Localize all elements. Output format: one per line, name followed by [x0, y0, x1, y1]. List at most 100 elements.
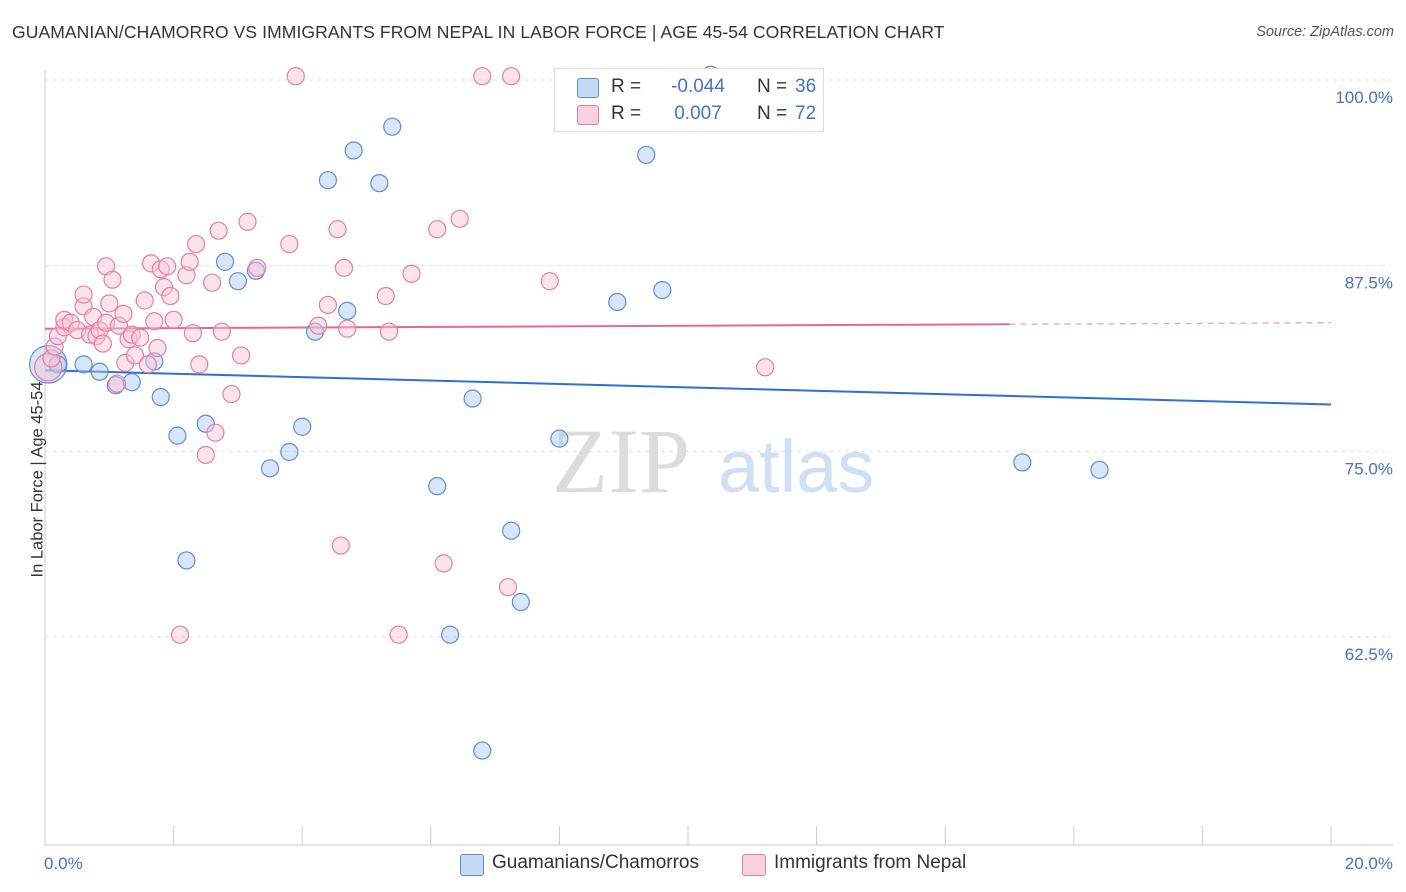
point-nepal [145, 312, 164, 331]
y-tick-label: 75.0% [1345, 459, 1393, 478]
point-nepal [190, 355, 209, 374]
point-nepal [183, 324, 202, 343]
point-guamanians [151, 387, 170, 407]
y-tick-label: 62.5% [1345, 645, 1393, 664]
point-guamanians [463, 389, 482, 408]
point-nepal [334, 258, 354, 277]
legend-swatch-blue [577, 78, 599, 98]
point-nepal [309, 316, 328, 335]
x-tick-label: 0.0% [44, 854, 83, 873]
point-nepal [80, 325, 100, 344]
point-nepal [238, 212, 257, 231]
bottom-legend-label: Immigrants from Nepal [774, 852, 967, 873]
point-nepal [100, 294, 119, 313]
point-guamanians [637, 145, 656, 165]
legend-r-label: R = [611, 76, 642, 97]
trend-line-nepal-extension [1009, 322, 1332, 325]
point-nepal [434, 554, 453, 573]
point-nepal [103, 270, 122, 289]
x-tick-label: 20.0% [1345, 854, 1393, 873]
trend-line-nepal [44, 323, 1010, 330]
point-guamanians [74, 355, 93, 374]
trend-line-guamanians [44, 369, 1332, 406]
point-guamanians [260, 459, 280, 478]
point-nepal [318, 295, 338, 315]
point-nepal [502, 67, 521, 86]
point-guamanians [122, 373, 141, 392]
point-guamanians [293, 417, 312, 436]
point-guamanians [383, 117, 402, 136]
point-nepal [376, 286, 395, 306]
point-guamanians [440, 625, 460, 644]
point-nepal [209, 221, 228, 240]
point-guamanians [228, 272, 247, 291]
point-nepal [161, 286, 180, 306]
correlation-legend: R = -0.044 N = 36 R = 0.007 N = 72 [554, 68, 824, 132]
point-guamanians [1090, 460, 1109, 479]
point-guamanians [428, 477, 447, 496]
point-nepal [206, 423, 225, 442]
legend-n-label: N = [757, 76, 788, 97]
watermark: ZIP atlas [552, 410, 874, 512]
point-nepal [61, 313, 80, 332]
legend-swatch-pink [577, 105, 599, 125]
point-guamanians [1013, 453, 1032, 472]
point-nepal [473, 67, 492, 86]
trend-lines [44, 322, 1332, 406]
point-nepal [177, 266, 196, 285]
point-guamanians [653, 280, 672, 300]
point-guamanians [318, 171, 338, 190]
point-guamanians [168, 426, 187, 445]
point-nepal [148, 338, 167, 358]
point-guamanians [473, 741, 492, 760]
point-nepal [450, 209, 469, 228]
point-guamanians [280, 442, 299, 462]
point-nepal [286, 67, 305, 86]
tick-labels: 100.0% 87.5% 75.0% 62.5% 0.0% 20.0% [44, 88, 1393, 873]
point-nepal [331, 536, 350, 555]
point-guamanians [550, 429, 569, 448]
bottom-legend-label: Guamanians/Chamorros [492, 852, 699, 873]
point-nepal [116, 353, 135, 372]
point-nepal [498, 578, 518, 597]
point-nepal [212, 322, 231, 341]
y-tick-label: 87.5% [1345, 274, 1393, 293]
legend-n-label: N = [757, 103, 788, 124]
point-guamanians [502, 521, 521, 540]
point-guamanians [608, 292, 627, 312]
legend-r-label: R = [611, 103, 642, 124]
point-nepal [74, 285, 93, 304]
point-nepal [164, 310, 183, 329]
point-nepal [158, 257, 177, 276]
point-nepal [328, 220, 347, 239]
point-nepal [222, 384, 241, 404]
point-nepal [131, 328, 150, 347]
point-guamanians [511, 592, 530, 612]
point-nepal [34, 353, 63, 382]
point-nepal [389, 625, 408, 644]
point-nepal [280, 234, 299, 254]
point-nepal [107, 374, 127, 393]
point-nepal [540, 272, 559, 291]
y-axis-label: In Labor Force | Age 45-54 [28, 381, 47, 578]
point-nepal [93, 334, 112, 353]
point-nepal [338, 319, 357, 338]
point-nepal [42, 349, 61, 368]
point-nepal [90, 321, 109, 340]
legend-r-value: -0.044 [671, 76, 725, 97]
point-nepal [45, 337, 64, 356]
point-nepal [402, 264, 421, 283]
watermark-zip: ZIP [552, 410, 690, 512]
axes [44, 70, 1393, 846]
point-guamanians [215, 252, 235, 271]
point-nepal [48, 327, 67, 346]
point-guamanians [344, 141, 363, 160]
legend-r-value: 0.007 [674, 103, 722, 124]
point-nepal [170, 625, 190, 644]
point-nepal [125, 346, 145, 365]
point-nepal [114, 304, 133, 323]
chart-title: GUAMANIAN/CHAMORRO VS IMMIGRANTS FROM NE… [12, 22, 945, 42]
source-label: Source: ZipAtlas.com [1256, 24, 1394, 40]
point-nepal [203, 273, 222, 292]
point-guamanians [90, 362, 109, 381]
